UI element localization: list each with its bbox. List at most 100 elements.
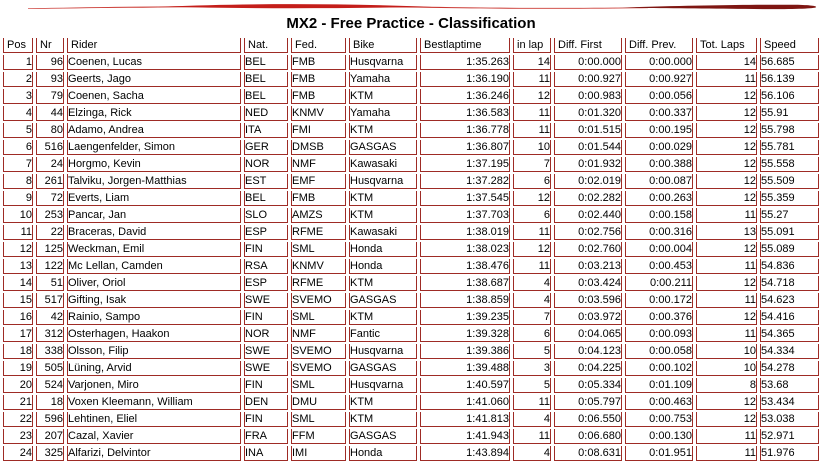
nat-cell: BEL <box>244 191 288 206</box>
bike-cell: KTM <box>349 208 417 223</box>
bestlaptime-cell: 1:41.060 <box>420 395 510 410</box>
table-row: 13 122 Mc Lellan, Camden RSA KNMV Honda 1:38.4… <box>3 259 819 274</box>
speed-cell: 54.365 <box>760 327 819 342</box>
table-row: 15 517 Gifting, Isak SWE SVEMO GASGAS 1:38.859… <box>3 293 819 308</box>
tot_laps-cell: 12 <box>696 123 757 138</box>
table-row: 16 42 Rainio, Sampo FIN SML KTM 1:39.235 7 0:03.… <box>3 310 819 325</box>
pos-cell: 1 <box>3 55 33 70</box>
classification-table: Pos Nr Rider Nat. Fed. Bike Bestlaptime in lap D… <box>0 36 822 463</box>
bike-cell: KTM <box>349 412 417 427</box>
diff_prev-cell: 0:00.316 <box>625 225 693 240</box>
bike-cell: GASGAS <box>349 361 417 376</box>
tot_laps-cell: 12 <box>696 242 757 257</box>
fed-cell: EMF <box>291 174 346 189</box>
speed-cell: 55.091 <box>760 225 819 240</box>
in_lap-cell: 4 <box>513 293 551 308</box>
in_lap-cell: 6 <box>513 174 551 189</box>
rider-cell: Oliver, Oriol <box>67 276 241 291</box>
nat-cell: SWE <box>244 293 288 308</box>
column-header-fed: Fed. <box>291 38 346 53</box>
rider-cell: Coenen, Lucas <box>67 55 241 70</box>
bike-cell: Yamaha <box>349 106 417 121</box>
rider-cell: Geerts, Jago <box>67 72 241 87</box>
rider-cell: Voxen Kleemann, William <box>67 395 241 410</box>
table-row: 14 51 Oliver, Oriol ESP RFME KTM 1:38.687 4 0:03… <box>3 276 819 291</box>
diff_first-cell: 0:02.282 <box>554 191 622 206</box>
nat-cell: NOR <box>244 157 288 172</box>
nat-cell: EST <box>244 174 288 189</box>
speed-cell: 55.509 <box>760 174 819 189</box>
rider-cell: Varjonen, Miro <box>67 378 241 393</box>
diff_first-cell: 0:02.019 <box>554 174 622 189</box>
diff_prev-cell: 0:00.029 <box>625 140 693 155</box>
nat-cell: GER <box>244 140 288 155</box>
rider-cell: Mc Lellan, Camden <box>67 259 241 274</box>
nr-cell: 42 <box>36 310 64 325</box>
bike-cell: KTM <box>349 191 417 206</box>
diff_first-cell: 0:03.596 <box>554 293 622 308</box>
tot_laps-cell: 11 <box>696 208 757 223</box>
column-header-nr: Nr <box>36 38 64 53</box>
diff_prev-cell: 0:00.388 <box>625 157 693 172</box>
classification-rows: 1 96 Coenen, Lucas BEL FMB Husqvarna 1:35.263 1… <box>3 55 819 461</box>
in_lap-cell: 4 <box>513 446 551 461</box>
bestlaptime-cell: 1:39.328 <box>420 327 510 342</box>
speed-cell: 55.558 <box>760 157 819 172</box>
bestlaptime-cell: 1:41.813 <box>420 412 510 427</box>
pos-cell: 18 <box>3 344 33 359</box>
tot_laps-cell: 12 <box>696 412 757 427</box>
nr-cell: 596 <box>36 412 64 427</box>
in_lap-cell: 4 <box>513 412 551 427</box>
bike-cell: Kawasaki <box>349 157 417 172</box>
bike-cell: GASGAS <box>349 140 417 155</box>
fed-cell: FMB <box>291 89 346 104</box>
rider-cell: Braceras, David <box>67 225 241 240</box>
rider-cell: Adamo, Andrea <box>67 123 241 138</box>
diff_first-cell: 0:00.000 <box>554 55 622 70</box>
fed-cell: SML <box>291 412 346 427</box>
fed-cell: RFME <box>291 276 346 291</box>
nr-cell: 24 <box>36 157 64 172</box>
nr-cell: 325 <box>36 446 64 461</box>
in_lap-cell: 12 <box>513 89 551 104</box>
column-header-in_lap: in lap <box>513 38 551 53</box>
pos-cell: 7 <box>3 157 33 172</box>
rider-cell: Elzinga, Rick <box>67 106 241 121</box>
fed-cell: SML <box>291 310 346 325</box>
nr-cell: 125 <box>36 242 64 257</box>
diff_prev-cell: 0:00.056 <box>625 89 693 104</box>
bike-cell: Honda <box>349 242 417 257</box>
rider-cell: Horgmo, Kevin <box>67 157 241 172</box>
diff_first-cell: 0:02.756 <box>554 225 622 240</box>
table-row: 1 96 Coenen, Lucas BEL FMB Husqvarna 1:35.263 1… <box>3 55 819 70</box>
nr-cell: 79 <box>36 89 64 104</box>
diff_prev-cell: 0:00.195 <box>625 123 693 138</box>
fed-cell: IMI <box>291 446 346 461</box>
in_lap-cell: 12 <box>513 191 551 206</box>
bike-cell: Yamaha <box>349 72 417 87</box>
pos-cell: 16 <box>3 310 33 325</box>
in_lap-cell: 5 <box>513 378 551 393</box>
fed-cell: NMF <box>291 157 346 172</box>
bike-cell: KTM <box>349 395 417 410</box>
column-header-tot_laps: Tot. Laps <box>696 38 757 53</box>
diff_prev-cell: 0:00.753 <box>625 412 693 427</box>
tot_laps-cell: 12 <box>696 395 757 410</box>
bestlaptime-cell: 1:37.545 <box>420 191 510 206</box>
diff_prev-cell: 0:00.463 <box>625 395 693 410</box>
speed-cell: 54.718 <box>760 276 819 291</box>
pos-cell: 15 <box>3 293 33 308</box>
table-row: 3 79 Coenen, Sacha BEL FMB KTM 1:36.246 12 0:00.… <box>3 89 819 104</box>
tot_laps-cell: 12 <box>696 276 757 291</box>
table-row: 23 207 Cazal, Xavier FRA FFM GASGAS 1:41.943 11… <box>3 429 819 444</box>
header-row: Pos Nr Rider Nat. Fed. Bike Bestlaptime in lap D… <box>3 38 819 53</box>
page-title: MX2 - Free Practice - Classification <box>286 15 536 32</box>
nat-cell: DEN <box>244 395 288 410</box>
nat-cell: FIN <box>244 378 288 393</box>
tot_laps-cell: 12 <box>696 89 757 104</box>
speed-cell: 55.781 <box>760 140 819 155</box>
diff_first-cell: 0:04.225 <box>554 361 622 376</box>
fed-cell: FFM <box>291 429 346 444</box>
tot_laps-cell: 11 <box>696 293 757 308</box>
